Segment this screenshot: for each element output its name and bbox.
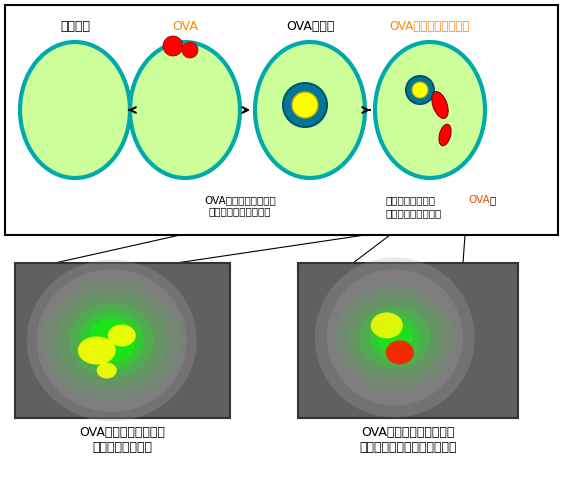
Circle shape xyxy=(182,42,198,58)
Circle shape xyxy=(406,76,434,104)
Ellipse shape xyxy=(375,42,485,178)
Text: OVAはエンドソーム内
にあり黄色に見える。: OVAはエンドソーム内 にあり黄色に見える。 xyxy=(204,195,276,217)
Text: 再び赤色に見える。: 再び赤色に見える。 xyxy=(385,208,441,218)
Text: 樹状細胞: 樹状細胞 xyxy=(60,20,90,33)
Text: OVAの細胞質への移行: OVAの細胞質への移行 xyxy=(390,20,470,33)
Text: OVAの貪食: OVAの貪食 xyxy=(286,20,334,33)
Ellipse shape xyxy=(335,285,455,390)
Bar xyxy=(15,263,230,418)
Bar xyxy=(5,5,558,235)
Ellipse shape xyxy=(439,124,451,146)
Ellipse shape xyxy=(359,307,431,368)
Ellipse shape xyxy=(69,303,154,378)
Text: OVAがエンドソーム内
にある場合の写真: OVAがエンドソーム内 にある場合の写真 xyxy=(79,426,166,454)
Ellipse shape xyxy=(255,42,365,178)
Ellipse shape xyxy=(377,322,412,353)
Text: OVA: OVA xyxy=(468,195,490,205)
Bar xyxy=(298,263,518,418)
Ellipse shape xyxy=(79,311,144,369)
Text: は: は xyxy=(490,195,496,205)
Ellipse shape xyxy=(20,42,130,178)
Circle shape xyxy=(283,83,327,127)
Ellipse shape xyxy=(27,260,196,421)
Ellipse shape xyxy=(97,363,117,378)
Circle shape xyxy=(412,82,428,98)
Ellipse shape xyxy=(432,91,448,118)
Ellipse shape xyxy=(315,257,475,417)
Ellipse shape xyxy=(78,337,116,365)
Text: OVA: OVA xyxy=(172,20,198,33)
Ellipse shape xyxy=(130,42,240,178)
Text: OVAがエンドソームから
細胞質へ移動した場合の写真: OVAがエンドソームから 細胞質へ移動した場合の写真 xyxy=(359,426,457,454)
Text: 細胞質へ出て来た: 細胞質へ出て来た xyxy=(385,195,435,205)
Ellipse shape xyxy=(369,315,421,360)
Ellipse shape xyxy=(42,281,182,400)
Ellipse shape xyxy=(108,324,136,346)
Ellipse shape xyxy=(347,297,443,378)
Circle shape xyxy=(292,92,318,118)
Circle shape xyxy=(163,36,183,56)
Ellipse shape xyxy=(327,269,463,405)
Ellipse shape xyxy=(88,319,136,363)
Ellipse shape xyxy=(386,341,414,365)
Ellipse shape xyxy=(37,269,187,412)
Ellipse shape xyxy=(371,312,403,338)
Ellipse shape xyxy=(57,293,167,388)
